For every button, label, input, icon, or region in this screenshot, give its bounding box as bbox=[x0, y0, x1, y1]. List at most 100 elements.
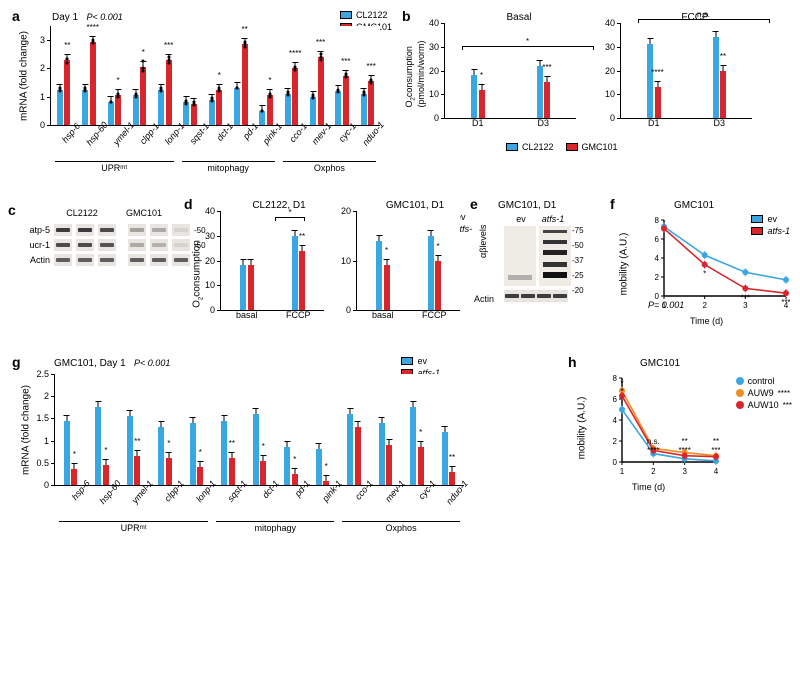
panel-label-g: g bbox=[12, 354, 21, 370]
bar-group bbox=[178, 26, 203, 125]
legend-item: GMC101 bbox=[566, 142, 618, 152]
panel-label-a: a bbox=[12, 8, 20, 24]
svg-text:2: 2 bbox=[702, 301, 707, 310]
panel-f-xlabel: Time (d) bbox=[690, 316, 723, 326]
bar-group: * bbox=[307, 374, 338, 485]
svg-text:**: ** bbox=[713, 437, 719, 446]
bar-group: *** bbox=[511, 23, 577, 118]
x-tick-label: cco-1 bbox=[286, 121, 309, 146]
bar: * bbox=[435, 261, 441, 311]
svg-text:****: **** bbox=[678, 446, 690, 455]
bar-group: * bbox=[127, 26, 152, 125]
bar bbox=[95, 407, 101, 485]
bar: ** bbox=[134, 456, 140, 485]
svg-text:n.s.: n.s. bbox=[647, 437, 660, 446]
bar: * bbox=[197, 467, 203, 485]
svg-text:***: *** bbox=[711, 446, 720, 455]
svg-text:4: 4 bbox=[714, 467, 719, 476]
panel-e-long-blot: -75 -50 -37 -25 -20 bbox=[504, 226, 571, 289]
svg-text:4: 4 bbox=[655, 254, 660, 263]
bar-group: *** bbox=[152, 26, 177, 125]
bar bbox=[191, 104, 197, 125]
figure: a Day 1 P< 0.001 CL2122GMC101 mRNA (fold… bbox=[6, 8, 794, 673]
bar-group: ** bbox=[228, 26, 253, 125]
bar-group: * bbox=[86, 374, 117, 485]
bar-group: * bbox=[102, 26, 127, 125]
bar bbox=[713, 37, 719, 118]
bar bbox=[57, 90, 63, 125]
bar-group bbox=[221, 211, 273, 310]
blot-row: ucr-1-50 bbox=[14, 239, 206, 251]
svg-text:*: * bbox=[620, 387, 623, 396]
bar: ** bbox=[229, 458, 235, 485]
panel-a-plot: 0123****************************hsp-6hsp… bbox=[50, 26, 380, 126]
legend-item: atfs-1 bbox=[751, 226, 790, 236]
panel-a: a Day 1 P< 0.001 CL2122GMC101 mRNA (fold… bbox=[16, 12, 388, 182]
panel-b: b O2consumption(pmol/min/worm) Basal0102… bbox=[406, 12, 788, 182]
bar bbox=[209, 100, 215, 125]
bar-group: ** bbox=[687, 23, 753, 118]
x-tick-label: basal bbox=[221, 310, 273, 320]
bar: *** bbox=[544, 82, 550, 118]
bar bbox=[133, 95, 139, 125]
svg-text:8: 8 bbox=[613, 374, 618, 383]
bar: **** bbox=[90, 42, 96, 125]
bar bbox=[64, 421, 70, 485]
panel-e: e GMC101, D1 ev atfs-1 αβlevels -75 -50 … bbox=[474, 200, 610, 350]
x-tick-label: cyc-1 bbox=[335, 121, 358, 146]
bar-group: *** bbox=[355, 26, 380, 125]
bar-group: **** bbox=[621, 23, 687, 118]
bar bbox=[355, 427, 361, 485]
bar bbox=[221, 421, 227, 485]
panel-label-h: h bbox=[568, 354, 577, 370]
x-tick-label: D1 bbox=[445, 118, 511, 128]
panel-e-headers: ev atfs-1 bbox=[506, 214, 568, 224]
legend-item: CL2122 bbox=[506, 142, 554, 152]
panel-label-f: f bbox=[610, 196, 615, 212]
bar-group: * bbox=[149, 374, 180, 485]
bar-group: * bbox=[409, 211, 461, 310]
bar bbox=[335, 91, 341, 125]
bar: *** bbox=[343, 76, 349, 126]
x-tick-label: D3 bbox=[687, 118, 753, 128]
bar bbox=[158, 90, 164, 125]
bar-group: **** bbox=[279, 26, 304, 125]
panel-label-c: c bbox=[8, 202, 16, 218]
panel-h-title: GMC101 bbox=[640, 358, 680, 369]
svg-text:4: 4 bbox=[613, 416, 618, 425]
bar: ** bbox=[299, 251, 305, 310]
panel-d-charts: CL2122, D1010203040**basalFCCP*GMC101, D… bbox=[220, 200, 474, 311]
bar bbox=[347, 414, 353, 485]
bar-group: * bbox=[254, 26, 279, 125]
bar bbox=[190, 423, 196, 485]
panel-label-e: e bbox=[470, 196, 478, 212]
bar bbox=[386, 445, 392, 485]
bar bbox=[428, 236, 434, 310]
svg-text:2: 2 bbox=[651, 467, 656, 476]
svg-text:*: * bbox=[703, 270, 706, 279]
x-tick-label: FCCP bbox=[409, 310, 461, 320]
bar bbox=[82, 90, 88, 125]
bar bbox=[248, 265, 254, 310]
x-tick-label: D3 bbox=[511, 118, 577, 128]
bar-group: ** bbox=[51, 26, 76, 125]
x-tick-label: sqst-1 bbox=[187, 121, 210, 146]
bar: *** bbox=[368, 81, 374, 125]
bar bbox=[234, 88, 240, 125]
bar bbox=[537, 66, 543, 118]
panel-h-ylabel: mobility (A.U.) bbox=[577, 397, 588, 460]
bar bbox=[310, 97, 316, 125]
bar: ** bbox=[449, 472, 455, 485]
bar-group: ** bbox=[212, 374, 243, 485]
bar: ** bbox=[720, 71, 726, 119]
bar bbox=[259, 111, 265, 125]
x-tick-label: ymel-1 bbox=[111, 120, 136, 147]
panel-b-legend: CL2122 GMC101 bbox=[506, 142, 618, 152]
x-tick-label: pink-1 bbox=[261, 121, 284, 146]
bar bbox=[316, 449, 322, 485]
bar bbox=[127, 416, 133, 485]
bar bbox=[183, 102, 189, 125]
bar: *** bbox=[318, 57, 324, 125]
bar-group: ** bbox=[433, 374, 464, 485]
x-tick-label: clpp-1 bbox=[138, 121, 161, 146]
